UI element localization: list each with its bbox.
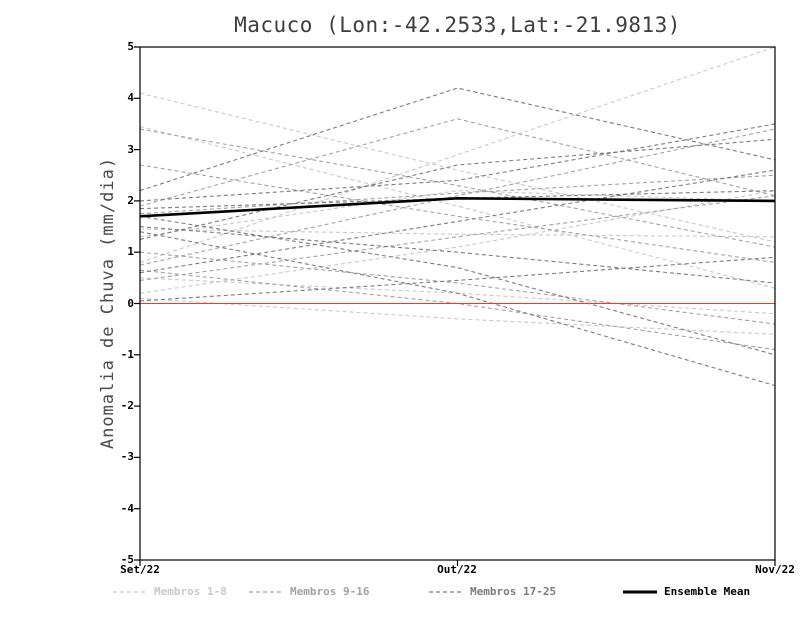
legend-dash-sample-members-9-16 [249,590,283,593]
member-line [140,174,775,215]
member-line [140,228,775,238]
ensemble-mean-line [140,197,775,218]
y-tick-label: -1 [120,347,134,361]
y-tick-label: 0 [127,296,134,310]
member-line [140,190,775,238]
member-line [140,92,775,243]
x-tick-label-set22: Set/22 [120,563,160,576]
y-tick-label: 4 [127,91,134,105]
y-tick-label: -5 [120,553,134,566]
member-line [140,47,775,263]
member-line [140,190,775,294]
member-line [140,118,775,207]
member-line [140,164,775,264]
legend-line-sample-ensemble-mean [623,590,657,593]
legend-dash-sample-members-1-8 [113,590,147,593]
x-tick-label-nov22: Nov/22 [755,563,795,576]
y-tick-label: 5 [127,40,134,53]
member-line [140,128,775,248]
y-tick-label: -3 [120,450,134,464]
member-line [140,226,775,284]
legend-label-members-17-25: Membros 17-25 [470,585,557,598]
member-line [140,128,775,266]
member-line [140,195,775,281]
y-tick-label: 3 [127,142,134,156]
member-line [140,138,775,240]
member-line [140,215,775,356]
legend-item-0: Membros 1-8 [112,585,227,598]
member-line [140,277,775,315]
legend-item-2: Membros 17-25 [428,585,556,598]
legend-label-ensemble-mean: Ensemble Mean [664,585,751,598]
member-line [140,297,775,335]
member-line [140,231,775,387]
y-tick-label: 1 [127,245,134,259]
legend-item-3: Ensemble Mean [622,585,750,598]
y-tick-label: -4 [120,501,134,515]
legend-item-1: Membros 9-16 [248,585,369,598]
member-line [140,256,775,302]
member-line [140,251,775,325]
member-line [140,269,775,351]
legend-label-members-1-8: Membros 1-8 [154,585,227,598]
legend-label-members-9-16: Membros 9-16 [290,585,370,598]
y-tick-label: -2 [120,399,134,413]
chart-title: Macuco (Lon:-42.2533,Lat:-21.9813) [234,13,681,37]
member-line [140,123,775,202]
x-tick-label-out22: Out/22 [437,563,477,576]
y-tick-label: 2 [127,193,134,207]
legend-dash-sample-members-17-25 [429,590,463,593]
member-line [140,169,775,274]
member-line [140,87,775,192]
